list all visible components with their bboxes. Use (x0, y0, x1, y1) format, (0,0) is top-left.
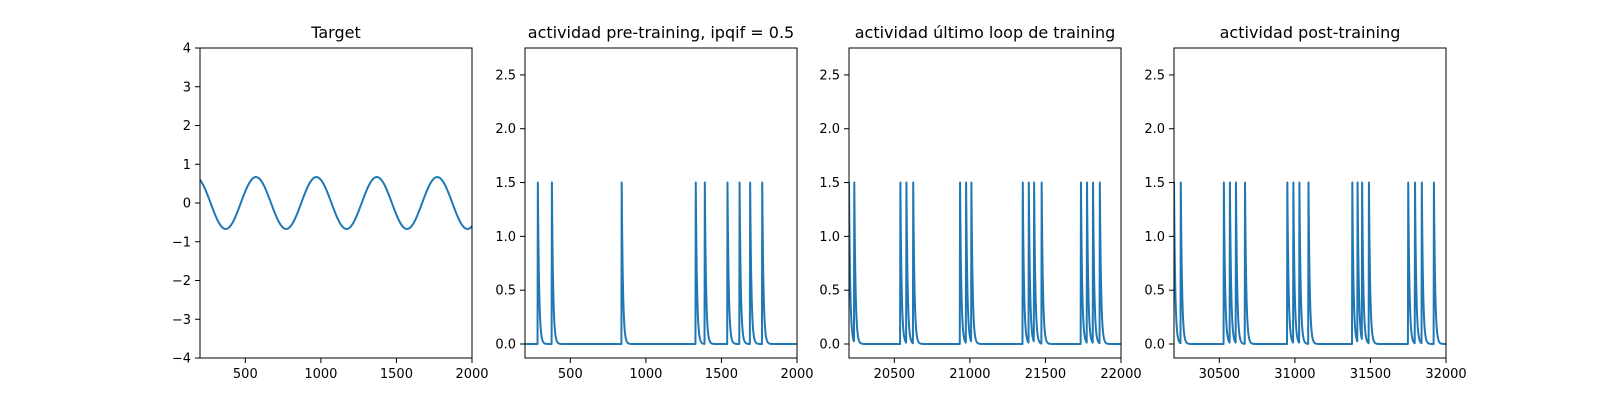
y-tick-label: 2.5 (819, 68, 840, 83)
y-tick-label: 1.5 (1144, 176, 1165, 191)
y-tick-label: 0.0 (495, 338, 516, 353)
y-tick-label: −4 (172, 352, 191, 367)
y-tick-label: −3 (172, 313, 191, 328)
axes-frame (1173, 47, 1447, 359)
axes-frame (524, 47, 798, 359)
y-tick-label: 0.0 (819, 338, 840, 353)
y-tick-label: 1 (183, 158, 191, 173)
x-tick-label: 20500 (874, 367, 915, 382)
y-tick-label: 0.0 (1144, 338, 1165, 353)
y-tick-label: −1 (172, 235, 191, 250)
chart-panel-1: Target 500 1000 1500 2000 −4 −3 −2 −1 0 1 2 3 4 (172, 23, 489, 382)
x-tick-label: 500 (558, 367, 583, 382)
x-tick-label: 21000 (949, 367, 990, 382)
x-tick-label: 1500 (705, 367, 738, 382)
y-tick-label: 3 (183, 80, 191, 95)
y-tick-label: 4 (183, 42, 191, 57)
chart-title: actividad último loop de training (855, 23, 1116, 42)
series-line-1 (1174, 181, 1446, 346)
y-tick-label: 1.5 (819, 176, 840, 191)
chart-panel-2: actividad pre-training, ipqif = 0.5 500 10… (495, 23, 813, 382)
x-tick-label: 31500 (1350, 367, 1391, 382)
x-tick-label: 1000 (629, 367, 662, 382)
chart-title: actividad post-training (1220, 23, 1401, 42)
series-line-1 (525, 181, 797, 346)
chart-panel-4: actividad post-training 30500 31000 31500 32… (1144, 23, 1466, 382)
chart-title: actividad pre-training, ipqif = 0.5 (528, 23, 794, 42)
y-tick-label: 2 (183, 119, 191, 134)
y-tick-label: −2 (172, 274, 191, 289)
y-tick-label: 0.5 (495, 284, 516, 299)
x-tick-label: 31000 (1274, 367, 1315, 382)
x-tick-label: 2000 (780, 367, 813, 382)
axes-frame (848, 47, 1122, 359)
y-tick-label: 2.5 (495, 68, 516, 83)
x-tick-label: 500 (233, 367, 258, 382)
series-line-1 (200, 176, 472, 230)
y-tick-label: 1.5 (495, 176, 516, 191)
x-tick-label: 21500 (1025, 367, 1066, 382)
x-tick-label: 32000 (1425, 367, 1466, 382)
x-tick-label: 2000 (455, 367, 488, 382)
series-line-1 (849, 181, 1121, 346)
y-tick-label: 1.0 (1144, 230, 1165, 245)
y-tick-label: 2.0 (819, 122, 840, 137)
y-tick-label: 2.0 (1144, 122, 1165, 137)
y-tick-label: 2.0 (495, 122, 516, 137)
y-tick-label: 1.0 (495, 230, 516, 245)
y-tick-label: 1.0 (819, 230, 840, 245)
y-tick-label: 0.5 (1144, 284, 1165, 299)
x-tick-label: 22000 (1100, 367, 1141, 382)
x-tick-label: 30500 (1199, 367, 1240, 382)
chart-panel-3: actividad último loop de training 20500 21… (819, 23, 1141, 382)
chart-title: Target (310, 23, 361, 42)
x-tick-label: 1000 (304, 367, 337, 382)
y-tick-label: 0.5 (819, 284, 840, 299)
y-tick-label: 2.5 (1144, 68, 1165, 83)
y-tick-label: 0 (183, 197, 191, 212)
x-tick-label: 1500 (380, 367, 413, 382)
